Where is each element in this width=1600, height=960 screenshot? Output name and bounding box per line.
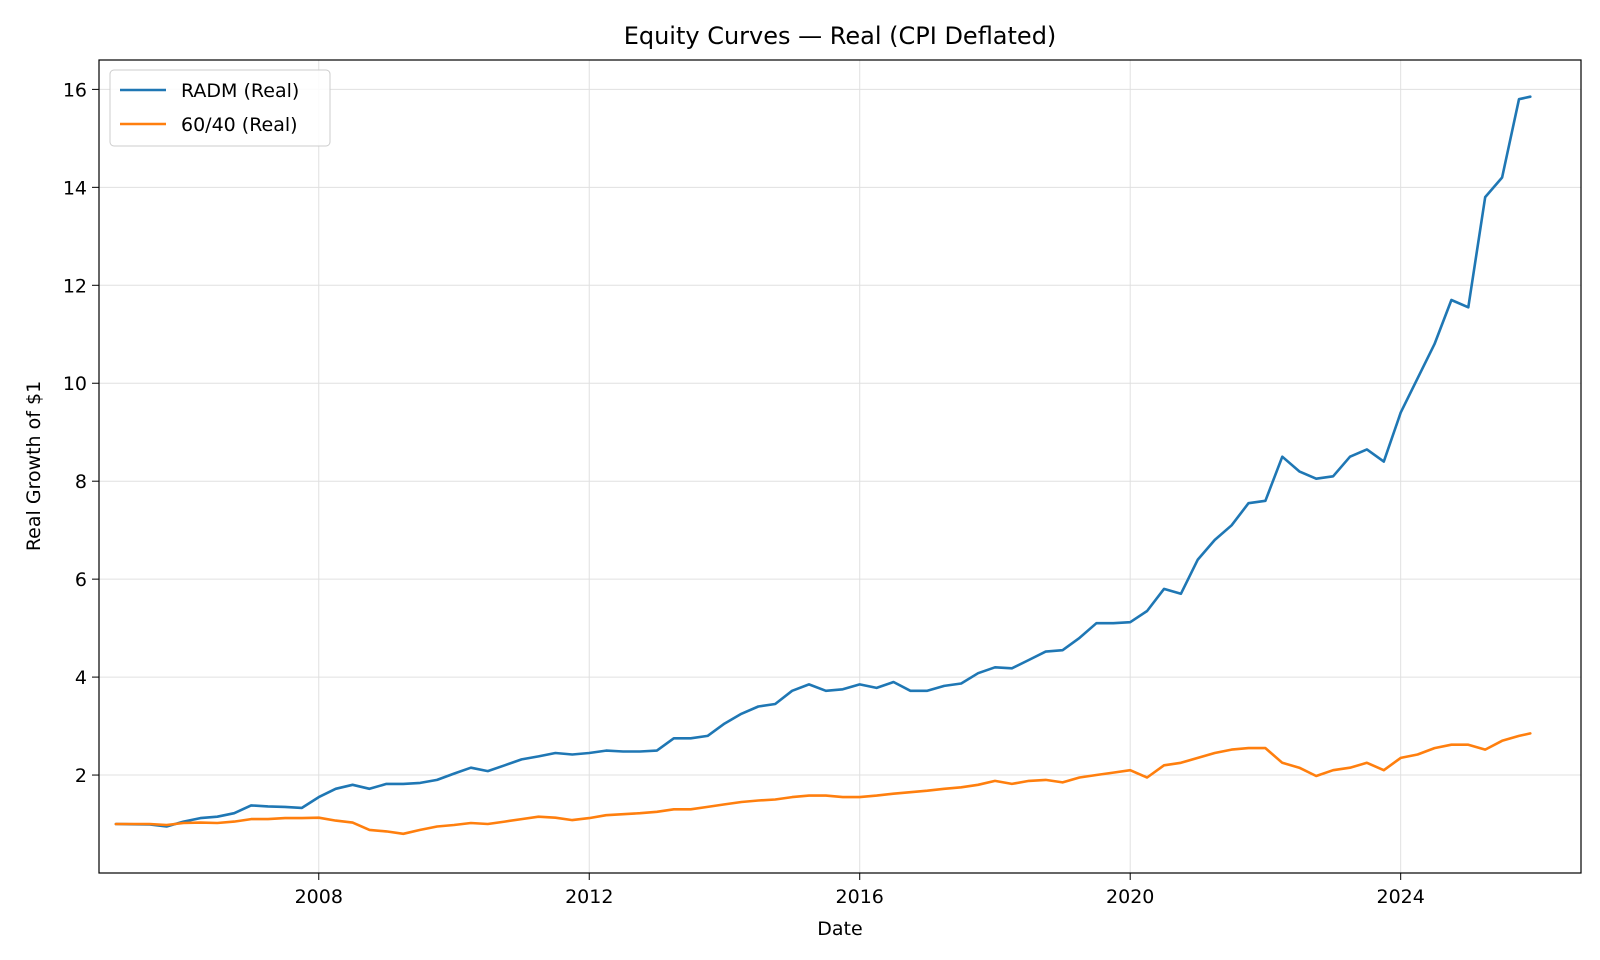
y-tick-label: 4 xyxy=(75,667,87,689)
y-tick-label: 6 xyxy=(75,569,87,591)
y-tick-label: 16 xyxy=(63,79,87,101)
y-tick-label: 10 xyxy=(63,373,87,395)
legend: RADM (Real) 60/40 (Real) xyxy=(109,69,331,147)
y-tick-label: 12 xyxy=(63,275,87,297)
x-tick-label: 2024 xyxy=(1377,886,1425,908)
x-tick-label: 2008 xyxy=(295,886,343,908)
chart-title: Equity Curves — Real (CPI Deflated) xyxy=(624,22,1057,50)
y-axis-label: Real Growth of $1 xyxy=(23,381,45,551)
x-tick-label: 2020 xyxy=(1106,886,1154,908)
y-tick-label: 2 xyxy=(75,765,87,787)
series-line-60-40-real xyxy=(114,732,1532,836)
x-axis-ticks: 2008 2012 2016 2020 2024 xyxy=(295,873,1425,908)
y-tick-label: 14 xyxy=(63,177,87,199)
y-tick-label: 8 xyxy=(75,471,87,493)
series-lines xyxy=(114,95,1532,836)
series-line-radm-real xyxy=(114,95,1532,828)
x-tick-label: 2012 xyxy=(565,886,613,908)
grid-lines xyxy=(99,60,1581,873)
plot-area-frame xyxy=(98,59,1582,874)
y-axis-ticks: 2 4 6 8 10 12 14 16 xyxy=(63,79,99,787)
legend-label-radm: RADM (Real) xyxy=(181,80,299,102)
x-axis-label: Date xyxy=(817,918,862,940)
legend-label-60-40: 60/40 (Real) xyxy=(181,114,298,136)
x-tick-label: 2016 xyxy=(836,886,884,908)
